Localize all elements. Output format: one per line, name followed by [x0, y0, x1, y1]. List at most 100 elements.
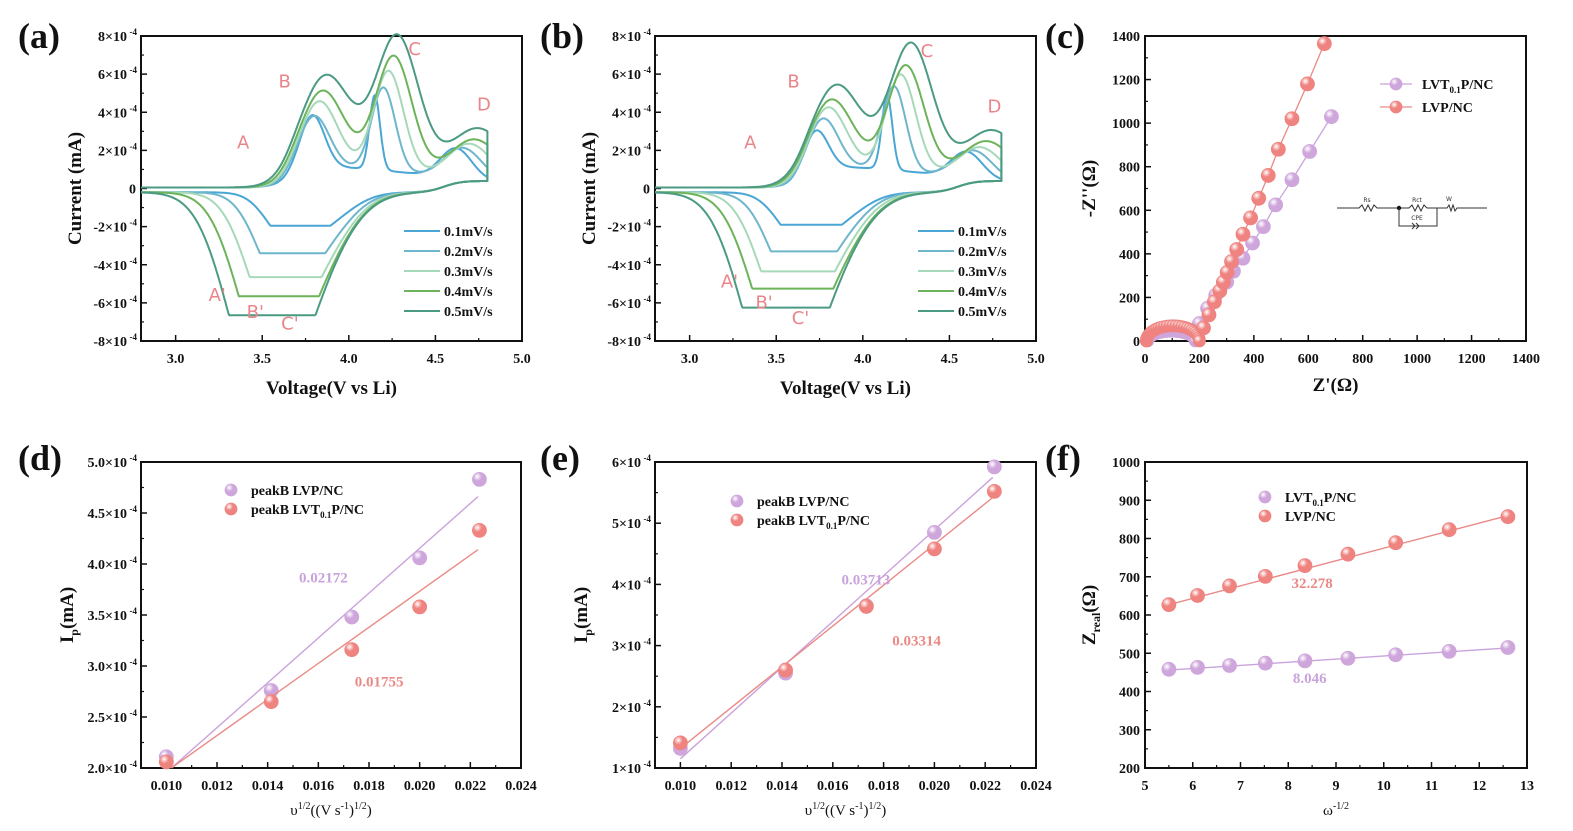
y-tick-exponent: -4: [130, 453, 138, 463]
y-tick-exponent: -4: [130, 555, 138, 565]
peak-annotation: B': [755, 293, 772, 314]
x-axis-title: υ1/2((V s-1)1/2): [290, 801, 371, 819]
x-tick-label: 0.014: [766, 779, 798, 794]
y-tick-label: 800: [1119, 533, 1140, 548]
y-tick-exponent: -4: [644, 637, 652, 647]
plot-frame: [1144, 461, 1528, 769]
y-axis-title: Ip(mA): [571, 587, 595, 643]
legend-label: peakB LVP/NC: [757, 495, 849, 510]
x-tick-label: 0.018: [353, 779, 385, 794]
y-tick-mantissa: 2×10: [612, 144, 641, 159]
nyquist-point: [1284, 111, 1300, 127]
peak-annotation: A': [209, 285, 226, 306]
y-tick-exponent: -4: [130, 708, 138, 718]
x-axis-title: Z'(Ω): [1313, 375, 1359, 396]
peak-annotation: C: [408, 39, 421, 60]
y-tick-mantissa: 2×10: [612, 701, 641, 716]
data-point-red: [1222, 578, 1237, 594]
legend-marker: [224, 502, 238, 516]
peak-annotation: C': [792, 308, 810, 329]
x-tick-label: 10: [1377, 779, 1391, 794]
nyquist-point: [1243, 210, 1258, 226]
x-tick-label: 6: [1189, 779, 1196, 794]
data-point-red: [1441, 522, 1457, 538]
y-tick-exponent: -4: [130, 218, 138, 228]
x-tick-label: 0.022: [969, 779, 1001, 794]
legend-label: 0.2mV/s: [444, 245, 493, 260]
y-tick-label: 700: [1119, 571, 1140, 586]
x-tick-label: 4.0: [340, 352, 358, 367]
y-tick-mantissa: 8×10: [612, 30, 641, 45]
y-tick-exponent: -4: [644, 514, 652, 524]
x-title-rest: ): [863, 803, 868, 819]
x-tick-label: 13: [1520, 779, 1534, 794]
y-tick-mantissa: 2.0×10: [88, 762, 127, 777]
x-tick-label: 11: [1425, 779, 1438, 794]
y-tick-label: 2.0×10: [88, 762, 127, 777]
cv-curve-03mVs: [654, 73, 1003, 273]
y-axis-title: -Z''(Ω): [1079, 160, 1100, 217]
data-point-red: [778, 662, 793, 678]
peak-annotation: B: [279, 71, 291, 92]
y-tick-exponent: -4: [130, 332, 138, 342]
y-tick-mantissa: -2×10: [607, 221, 641, 236]
legend-swatch-marker: [1389, 100, 1403, 114]
y-tick-label: 5.0×10: [88, 456, 127, 471]
x-tick-label: 3.0: [167, 352, 185, 367]
data-point-red: [158, 754, 174, 770]
x-tick-label: 0: [1142, 352, 1149, 367]
data-point-red: [1388, 535, 1404, 551]
y-tick-mantissa: 3.5×10: [88, 609, 127, 624]
circuit-label: Rs: [1363, 197, 1370, 204]
y-tick-exponent: -4: [644, 256, 652, 266]
cv-curve-02mVs: [654, 85, 1003, 253]
x-tick-label: 1400: [1512, 352, 1540, 367]
panel-label-b: (b): [540, 16, 584, 56]
y-tick-label: 1200: [1112, 74, 1140, 89]
y-tick-mantissa: 6×10: [98, 68, 127, 83]
x-tick-label: 7: [1237, 779, 1244, 794]
y-tick-mantissa: 6×10: [612, 68, 641, 83]
legend-label: 0.3mV/s: [444, 265, 493, 280]
legend-label: 0.5mV/s: [958, 305, 1007, 320]
y-tick-exponent: -4: [644, 759, 652, 769]
x-axis-title: Voltage(V vs Li): [266, 378, 397, 399]
data-point-purple: [1257, 655, 1273, 671]
y-tick-label: 1400: [1112, 30, 1140, 45]
data-point-red: [1257, 568, 1273, 584]
chart-f-zreal-vs-omega: 5 6 7 8 9 10 11 12 13 1000 900 800 700 600 500 400 300 20…: [1079, 456, 1534, 819]
x-tick-label: 5.0: [513, 352, 531, 367]
y-tick-label: 2×10: [98, 144, 127, 159]
data-point-purple: [1388, 647, 1404, 663]
data-point-red: [1500, 509, 1516, 525]
nyquist-point: [1302, 144, 1318, 159]
y-tick-label: 6×10: [612, 456, 641, 471]
y-tick-mantissa: 5.0×10: [88, 456, 127, 471]
legend-name: LVP/NC: [1285, 510, 1336, 525]
y-tick-label: 1000: [1112, 117, 1140, 132]
x-tick-label: 1000: [1403, 352, 1431, 367]
x-tick-label: 0.018: [868, 779, 900, 794]
legend-name-rest: P/NC: [1324, 491, 1357, 506]
y-tick-mantissa: 5×10: [612, 517, 641, 532]
data-point-red: [986, 483, 1002, 499]
legend-marker: [1258, 509, 1272, 523]
y-tick-mantissa: 1×10: [612, 762, 641, 777]
legend-name: LVT: [1285, 491, 1313, 506]
x-title-sup: 1/2: [354, 801, 367, 812]
x-tick-label: 0.020: [404, 779, 436, 794]
y-title-rest: (mA): [57, 587, 78, 629]
legend-label: LVP/NC: [1422, 101, 1473, 116]
x-tick-label: 3.5: [767, 352, 785, 367]
legend-name: peakB LVT: [757, 514, 827, 529]
y-tick-exponent: -4: [644, 218, 652, 228]
fit-line-red: [170, 549, 479, 769]
data-point-red: [858, 599, 874, 614]
nyquist-point: [1324, 109, 1339, 125]
y-tick-label: 2.5×10: [88, 711, 127, 726]
x-tick-label: 200: [1189, 352, 1210, 367]
y-tick-label: -2×10: [93, 221, 127, 236]
y-tick-label: -4×10: [93, 259, 127, 274]
slope-annotation: 8.046: [1293, 671, 1327, 687]
nyquist-point: [1251, 190, 1267, 206]
